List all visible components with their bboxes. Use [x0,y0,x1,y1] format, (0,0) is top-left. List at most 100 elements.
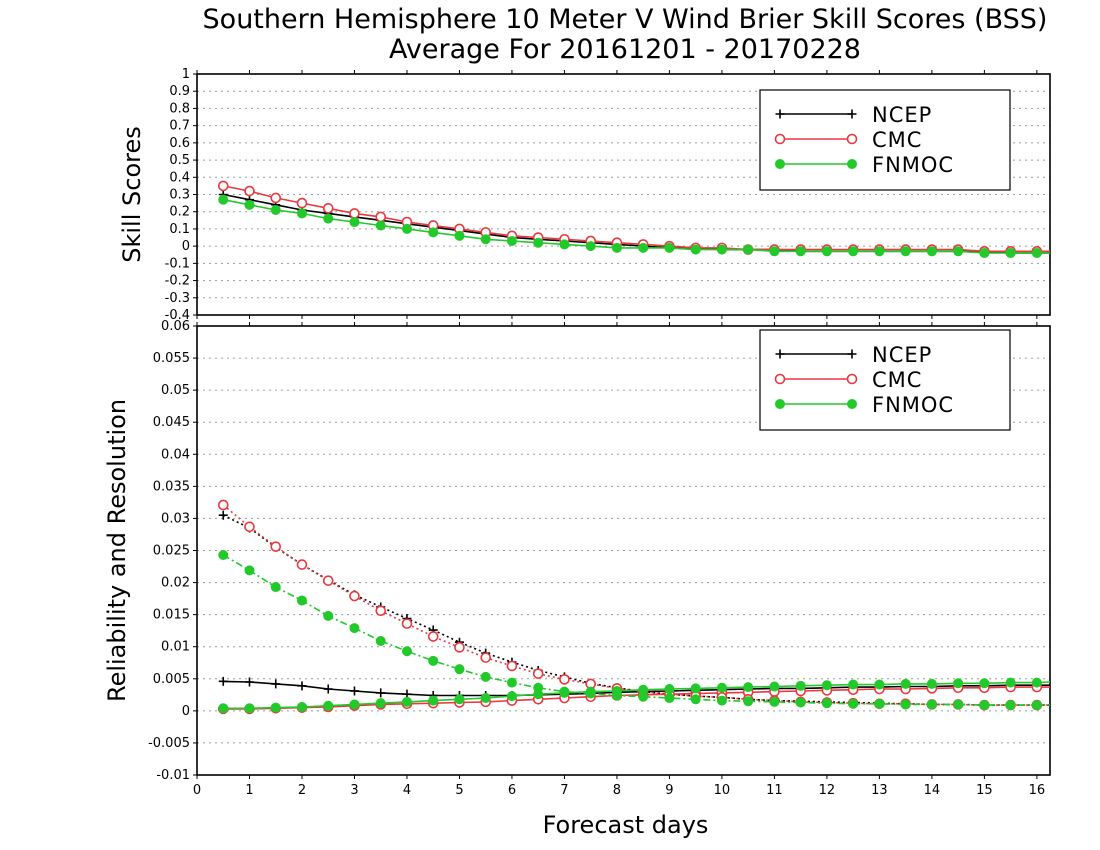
data-point-fnmoc-resolution [953,699,964,710]
skill-score-panel: 1 0.9 0.8 0.7 0.6 0.5 0.4 0.3 0.2 0.1 0 -0.1 -0.2 -0.… [118,67,1051,323]
x-tick-label: 1 [245,783,253,798]
series-layer [217,180,1050,259]
data-point-fnmoc [585,241,596,252]
y-tick-label: 0.06 [161,319,190,334]
y-tick-label: -0.005 [148,736,190,751]
y-tick-label: 0.01 [161,640,190,655]
data-point-fnmoc [664,242,675,253]
data-point-fnmoc-reliability [244,703,255,714]
x-tick-label: 11 [766,783,783,798]
data-point-cmc [322,202,334,214]
data-point-fnmoc-reliability [743,682,754,693]
legend-marker-cmc [774,373,786,385]
data-point-fnmoc-reliability [1005,677,1016,688]
data-point-fnmoc-reliability [690,683,701,694]
data-point-fnmoc [244,199,255,210]
y-tick-label: -0.01 [156,768,190,783]
data-point-fnmoc [769,246,780,257]
data-point-fnmoc-reliability [270,702,281,713]
data-point-fnmoc-reliability [218,703,229,714]
series-line-cmc-resolution [222,504,1050,706]
legend-label-ncep: NCEP [872,103,932,127]
data-point-cmc-resolution [532,668,544,679]
y-tick-label: 0.015 [153,608,190,623]
data-point-fnmoc-resolution [401,646,412,657]
data-point-fnmoc-resolution [874,698,885,709]
y-tick-label: 0.6 [169,136,190,151]
data-point-fnmoc-reliability [716,682,727,693]
data-point-fnmoc [480,234,491,245]
data-point-ncep-reliability [376,688,386,698]
data-point-cmc-resolution [244,521,255,533]
data-point-fnmoc-resolution [1031,700,1042,711]
data-point-fnmoc-resolution [821,698,832,709]
data-point-fnmoc-resolution [296,595,307,606]
data-point-fnmoc [270,204,281,215]
data-point-fnmoc-resolution [664,693,675,704]
data-point-cmc-resolution [270,541,282,552]
y-axis-label: Reliability and Resolution [103,399,131,702]
legend-marker-cmc [846,373,858,385]
data-point-cmc [270,192,282,204]
data-point-cmc [375,211,387,223]
data-point-cmc [349,208,360,219]
y-tick-label: -0.3 [165,291,190,306]
data-point-fnmoc [874,246,885,257]
legend-box [759,89,1011,191]
y-axis-label: Skill Scores [118,126,146,263]
data-point-fnmoc-resolution [611,690,622,701]
series-line-fnmoc-resolution [222,554,1050,706]
x-tick-label: 16 [1029,783,1046,798]
data-point-fnmoc-reliability [926,678,937,689]
legend-marker-ncep [847,109,857,119]
data-point-fnmoc-resolution [428,655,439,666]
legend-label-fnmoc: FNMOC [872,153,954,177]
data-point-cmc-resolution [401,618,413,629]
data-point-cmc-resolution [349,590,360,602]
data-point-fnmoc-reliability [1031,677,1042,688]
plot-frame [196,325,1051,776]
legend-box [759,329,1011,431]
data-point-fnmoc-resolution [979,700,990,711]
y-tick-label: 0.9 [169,84,190,99]
y-tick-label: 0.1 [169,222,190,237]
data-point-fnmoc [1005,248,1016,259]
data-point-fnmoc-resolution [848,698,859,709]
data-point-fnmoc-reliability [795,680,806,691]
y-tick-label: 0.8 [169,101,190,116]
data-point-cmc-resolution [296,559,308,570]
y-tick-label: 0.02 [161,576,190,591]
series-line-ncep-resolution [222,514,1050,706]
data-point-fnmoc-reliability [454,694,465,705]
data-point-fnmoc-resolution [716,695,727,706]
data-point-fnmoc-resolution [375,635,386,646]
data-point-fnmoc [848,246,859,257]
x-tick-label: 4 [403,783,411,798]
data-point-fnmoc-reliability [848,679,859,690]
x-axis-label: Forecast days [543,811,709,839]
y-tick-label: 1 [182,67,190,82]
data-point-fnmoc [716,244,727,255]
data-point-fnmoc-resolution [559,686,570,697]
data-point-fnmoc-reliability [349,699,360,710]
data-point-fnmoc-resolution [244,565,255,576]
y-tick-label: 0.7 [169,119,190,134]
data-point-fnmoc-reliability [900,678,911,689]
y-tick-label: 0.2 [169,205,190,220]
data-point-cmc-resolution [559,674,570,685]
legend-marker-ncep [847,349,857,359]
chart-title-line1: Southern Hemisphere 10 Meter V Wind Brie… [203,4,1048,35]
data-point-ncep-reliability [297,681,307,691]
data-point-fnmoc-resolution [690,694,701,705]
x-tick-label: 14 [924,783,941,798]
data-point-fnmoc-resolution [454,664,465,675]
series-layer [217,499,1050,715]
data-point-fnmoc [795,246,806,257]
legend-marker-cmc [774,133,786,145]
data-point-cmc [244,185,255,197]
data-point-fnmoc [296,208,307,219]
data-point-fnmoc [743,244,754,255]
y-tick-label: -0.1 [165,256,190,271]
data-point-cmc [217,180,229,192]
